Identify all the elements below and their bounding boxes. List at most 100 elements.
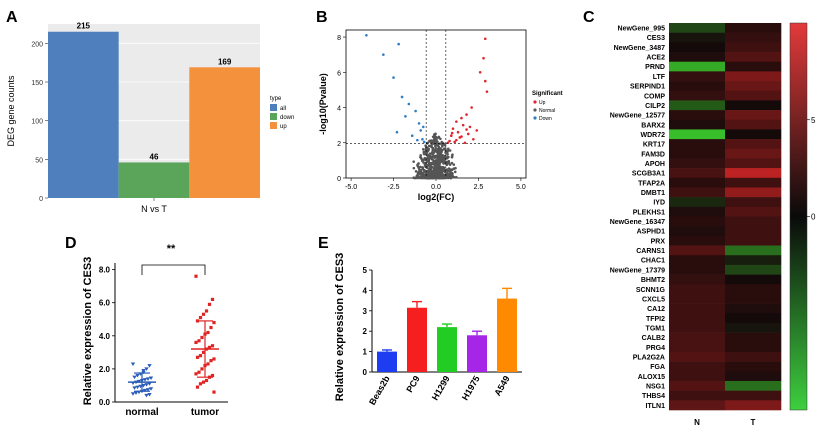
panel-d-point-tumor [206, 330, 210, 335]
panel-c-row-label: TFAP2A [638, 180, 665, 187]
panel-c-heatmap-cell [669, 61, 726, 72]
panel-c-heatmap-cell [669, 32, 726, 43]
panel-b-point-normal [443, 143, 447, 147]
panel-d-point-normal [130, 392, 136, 396]
panel-c-row-label: IYD [653, 200, 665, 207]
panel-c-heatmap-cell [669, 177, 726, 188]
panel-b-point-down [404, 115, 407, 118]
panel-b-y-tick-label: 0 [337, 176, 341, 183]
panel-d-point-tumor [212, 320, 216, 325]
panel-a-bar-value-label: 169 [218, 57, 232, 66]
panel-b-point-normal [430, 151, 434, 154]
panel-label-d: D [65, 235, 77, 252]
panel-b-point-normal [432, 159, 435, 163]
panel-b-point-normal [442, 168, 446, 172]
panel-b-point-up [478, 70, 482, 74]
panel-b-point-down [419, 129, 423, 132]
panel-c-heatmap-cell [725, 90, 782, 101]
panel-d-point-tumor [201, 350, 206, 354]
panel-b-point-normal [412, 160, 415, 163]
panel-c-heatmap-cell [669, 148, 726, 159]
panel-c-heatmap-cell [669, 206, 726, 217]
panel-c-row-label: NSG1 [646, 384, 665, 391]
panel-c-column-label-t: T [751, 418, 756, 427]
panel-c-row-label: NewGene_16347 [610, 219, 665, 226]
panel-c-heatmap-cell [725, 303, 782, 314]
panel-c-heatmap-cell [725, 158, 782, 169]
panel-b-point-normal [446, 156, 449, 160]
panel-b-point-up [475, 129, 479, 132]
panel-a-y-axis-label: DEG gene counts [6, 75, 16, 147]
panel-c-heatmap-cell [669, 351, 726, 362]
panel-b-point-up [482, 56, 485, 60]
panel-d-point-tumor [195, 385, 200, 389]
panel-b-point-up [453, 140, 456, 144]
panel-e-y-tick-label: 4 [363, 286, 368, 295]
panel-d-point-tumor [206, 362, 210, 366]
panel-b-point-normal [434, 135, 438, 139]
panel-b-point-up [465, 128, 468, 131]
panel-c-row-label: SERPIND1 [630, 84, 665, 91]
panel-e-y-axis-label: Relative expression of CES3 [334, 253, 346, 402]
panel-c-row-label: PLA2G2A [633, 354, 665, 361]
panel-b-point-normal [446, 171, 449, 175]
panel-c-row-label: BARX2 [641, 122, 665, 129]
panel-d-point-tumor [212, 390, 216, 394]
panel-a-bar-chart: DEG gene counts N vs T type 0 50 100 150 200… [6, 22, 294, 214]
panel-d-point-normal [147, 364, 152, 368]
panel-b-point-up [463, 141, 467, 145]
panel-c-heatmap-cell [669, 235, 726, 246]
panel-b-point-normal [445, 168, 449, 171]
panel-c-heatmap-cell [725, 61, 782, 72]
panel-b-point-normal [442, 166, 445, 169]
panel-c-heatmap-cell [725, 32, 782, 43]
panel-b-point-down [397, 42, 400, 46]
panel-c-heatmap-cell [669, 245, 726, 256]
panel-c-row-label: CA12 [647, 306, 665, 313]
panel-label-b: B [316, 9, 328, 26]
panel-d-point-normal [144, 393, 149, 398]
panel-b-point-normal [435, 160, 439, 164]
panel-b-point-normal [439, 175, 443, 179]
panel-b-point-up [485, 90, 489, 93]
panel-c-heatmap-cell [725, 245, 782, 256]
panel-c-heatmap-cell [669, 322, 726, 333]
panel-c-row-label: PRND [645, 64, 665, 71]
panel-c-row-label: ITLN1 [646, 403, 666, 410]
panel-e-bar-h1975 [467, 335, 487, 372]
panel-a-legend-label: down [280, 115, 294, 121]
panel-c-heatmap-cell [669, 313, 726, 324]
panel-c-row-label: FGA [650, 364, 665, 371]
panel-b-point-normal [416, 163, 419, 167]
panel-b-volcano-plot: -log10(Pvalue) log2(FC) Significant 0 2 4 6… [318, 29, 563, 202]
panel-c-heatmap-cell [725, 71, 782, 82]
panel-e-x-tick-label: H1299 [430, 374, 452, 402]
panel-b-legend-label: Up [539, 100, 546, 106]
panel-b-point-up [472, 137, 475, 141]
panel-d-point-tumor [194, 340, 198, 345]
panel-c-heatmap-cell [669, 390, 726, 401]
panel-b-y-tick-label: 8 [337, 35, 341, 42]
panel-b-point-normal [433, 171, 437, 175]
panel-c-heatmap-cell [725, 42, 782, 53]
panel-b-point-normal [439, 147, 443, 151]
panel-b-point-normal [450, 171, 453, 174]
panel-a-bar-all [48, 31, 119, 198]
panel-a-y-tick-label: 200 [31, 41, 43, 48]
panel-b-x-tick-label: -2.5 [388, 184, 400, 191]
panel-d-y-tick-label: 6.0 [99, 299, 111, 308]
panel-b-point-normal [412, 176, 415, 180]
panel-d-point-tumor [197, 339, 201, 343]
panel-c-row-label: SCGB3A1 [632, 171, 665, 178]
panel-c-heatmap-cell [725, 313, 782, 324]
panel-b-legend-label: Normal [539, 108, 555, 114]
panel-d-point-tumor [198, 354, 203, 358]
panel-b-point-normal [421, 147, 425, 151]
panel-b-point-normal [431, 146, 435, 150]
panel-b-x-tick-label: 5.0 [516, 184, 526, 191]
panel-a-y-tick-label: 50 [35, 157, 43, 164]
panel-b-point-down [416, 138, 419, 142]
panel-c-heatmap-cell [725, 129, 782, 140]
panel-c-row-label: DMBT1 [641, 190, 665, 197]
